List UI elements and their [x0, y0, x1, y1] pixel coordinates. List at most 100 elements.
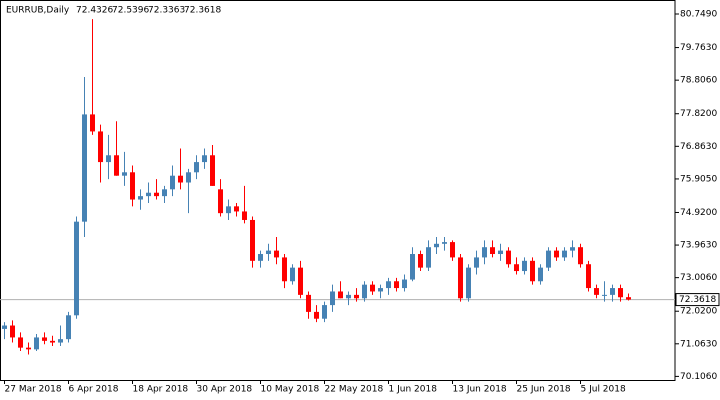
- candle-body: [410, 254, 415, 280]
- candle-body: [314, 311, 319, 319]
- price-label: 72.3618: [679, 295, 716, 305]
- candle-body: [58, 339, 63, 343]
- candle-body: [530, 260, 535, 282]
- candle-body: [266, 250, 271, 255]
- price-box: [675, 293, 720, 307]
- candle-body: [274, 250, 279, 258]
- x-tick-label: 22 May 2018: [325, 385, 384, 395]
- candle-body: [170, 175, 175, 190]
- candle-body: [378, 288, 383, 292]
- y-tick-label: 73.9630: [680, 241, 717, 251]
- candle-body: [386, 281, 391, 289]
- candle-body: [418, 254, 423, 268]
- candle-body: [2, 325, 7, 329]
- candle-body: [154, 192, 159, 197]
- y-tick-label: 76.8630: [680, 142, 717, 152]
- candle-body: [138, 196, 143, 200]
- candle-body: [18, 337, 23, 348]
- y-tick-label: 71.0630: [680, 339, 717, 349]
- y-tick-label: 78.8060: [680, 76, 717, 86]
- candle-body: [322, 305, 327, 319]
- candle-body: [370, 284, 375, 292]
- y-tick-label: 74.9200: [680, 208, 717, 218]
- candle-body: [66, 315, 71, 340]
- header-value: 72.4326: [76, 6, 113, 16]
- candle-body: [162, 189, 167, 197]
- candle-body: [562, 250, 567, 258]
- y-tick-label: 77.8200: [680, 109, 717, 119]
- x-tick-label: 1 Jun 2018: [389, 385, 438, 395]
- plot-frame: [0, 0, 676, 381]
- header-value: 72.5396: [112, 6, 149, 16]
- candle-body: [490, 247, 495, 255]
- x-tick-label: 30 Apr 2018: [197, 385, 253, 395]
- candle-body: [194, 162, 199, 173]
- candle-body: [306, 294, 311, 312]
- candle-body: [458, 257, 463, 299]
- candle-body: [514, 264, 519, 272]
- candle-body: [26, 347, 31, 350]
- y-tick-label: 73.0060: [680, 273, 717, 283]
- candle-body: [202, 155, 207, 163]
- candle-body: [586, 264, 591, 289]
- candle-body: [90, 114, 95, 132]
- y-tick-label: 72.0200: [680, 307, 717, 317]
- candle-body: [362, 284, 367, 299]
- y-tick-label: 80.7490: [680, 9, 717, 19]
- candle-body: [610, 288, 615, 295]
- candle-body: [74, 221, 79, 316]
- candle-body: [338, 291, 343, 299]
- candle-body: [186, 172, 191, 183]
- candle-body: [594, 288, 599, 295]
- candle-body: [82, 114, 87, 222]
- candle-body: [554, 250, 559, 258]
- candle-body: [538, 267, 543, 282]
- candle-body: [466, 267, 471, 299]
- candle-body: [42, 337, 47, 341]
- header-value: 72.3618: [184, 6, 221, 16]
- chart-title: EURRUB,Daily: [6, 6, 70, 16]
- candle-body: [354, 294, 359, 299]
- x-tick-label: 13 Jun 2018: [453, 385, 507, 395]
- candle-body: [178, 175, 183, 183]
- candle-body: [242, 211, 247, 220]
- candle-body: [106, 155, 111, 163]
- x-tick-label: 25 Jun 2018: [517, 385, 571, 395]
- candle-body: [546, 250, 551, 268]
- candle-body: [602, 294, 607, 296]
- candle-body: [34, 337, 39, 350]
- candle-body: [114, 155, 119, 176]
- candle-body: [474, 257, 479, 268]
- x-tick-label: 18 Apr 2018: [133, 385, 189, 395]
- candle-body: [298, 267, 303, 295]
- candle-body: [442, 242, 447, 244]
- candle-body: [282, 257, 287, 282]
- candle-body: [570, 247, 575, 251]
- candle-body: [402, 279, 407, 289]
- candle-body: [234, 206, 239, 212]
- x-tick-label: 6 Apr 2018: [69, 385, 119, 395]
- candle-body: [258, 254, 263, 261]
- candle-body: [122, 172, 127, 176]
- candle-body: [626, 297, 631, 300]
- y-tick-label: 70.1060: [680, 372, 717, 382]
- x-tick-label: 10 May 2018: [261, 385, 320, 395]
- candle-body: [394, 281, 399, 289]
- candle-body: [290, 267, 295, 282]
- y-tick-label: 75.9050: [680, 174, 717, 184]
- candle-body: [426, 247, 431, 268]
- candle-body: [450, 242, 455, 258]
- candle-body: [210, 155, 215, 186]
- candle-body: [578, 247, 583, 265]
- candle-body: [146, 192, 151, 197]
- candle-body: [498, 250, 503, 255]
- candle-body: [226, 206, 231, 214]
- candle-body: [434, 243, 439, 248]
- candle-body: [50, 340, 55, 343]
- x-tick-label: 5 Jul 2018: [581, 385, 626, 395]
- x-tick-label: 27 Mar 2018: [5, 385, 62, 395]
- header-value: 72.3363: [148, 6, 185, 16]
- candle-body: [346, 294, 351, 299]
